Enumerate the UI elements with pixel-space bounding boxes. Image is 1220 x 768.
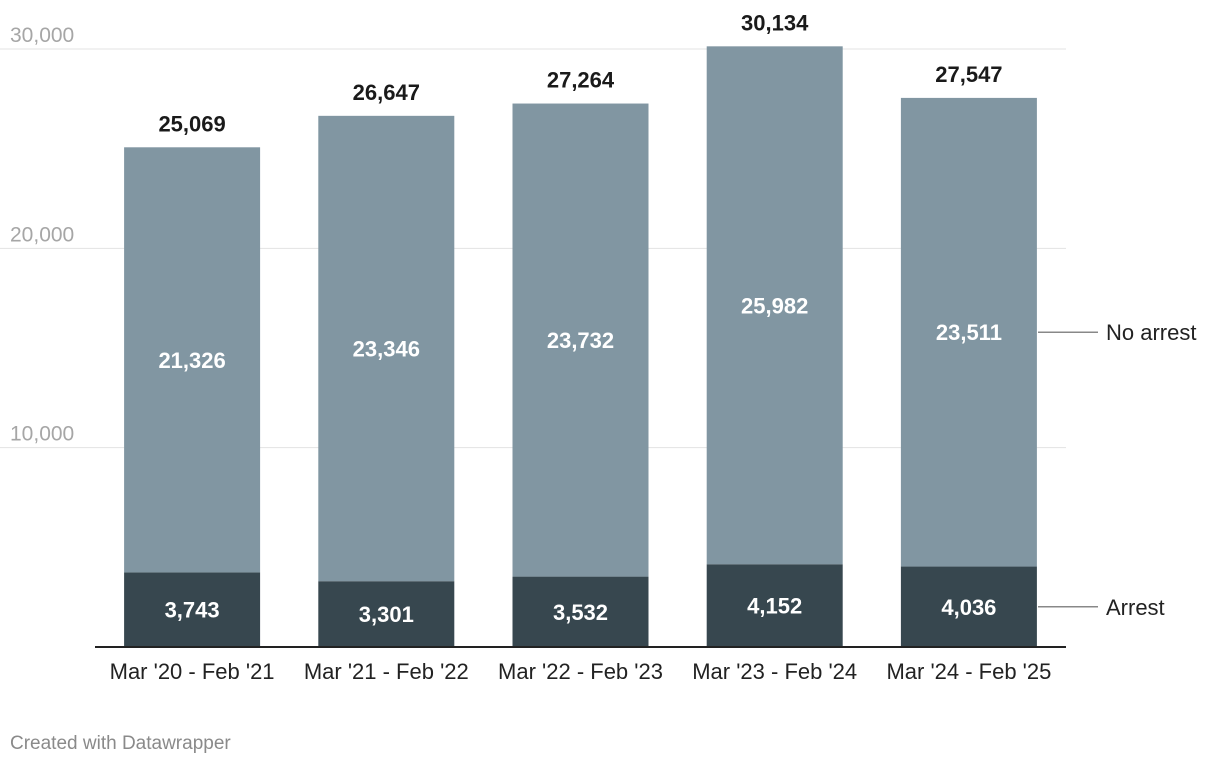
y-axis-tick-labels: 10,000 20,000 30,000 [10, 24, 74, 446]
data-label-no-arrest: 23,346 [353, 337, 420, 362]
series-labels: No arrest Arrest [1038, 320, 1196, 620]
data-label-arrest: 3,532 [553, 600, 608, 625]
data-label-total: 25,069 [158, 111, 225, 136]
data-label-arrest: 3,301 [359, 602, 414, 627]
x-tick-label: Mar '24 - Feb '25 [886, 659, 1051, 684]
bar-no-arrest [124, 147, 261, 573]
data-label-no-arrest: 23,511 [936, 320, 1002, 345]
data-label-total: 26,647 [353, 80, 420, 105]
x-tick-label: Mar '23 - Feb '24 [692, 659, 857, 684]
data-label-no-arrest: 21,326 [158, 348, 225, 373]
x-tick-label: Mar '21 - Feb '22 [304, 659, 469, 684]
data-label-arrest: 4,036 [941, 595, 996, 620]
data-label-total: 27,547 [935, 62, 1002, 87]
x-tick-label: Mar '20 - Feb '21 [110, 659, 275, 684]
y-tick-label: 10,000 [10, 423, 74, 446]
bar-no-arrest [706, 46, 843, 565]
legend-no-arrest: No arrest [1106, 320, 1196, 345]
y-tick-label: 20,000 [10, 223, 74, 246]
bar-no-arrest [900, 97, 1037, 567]
stacked-bar-chart: 10,000 20,000 30,000 3,743 21,326 25,069 3,30… [0, 10, 1196, 684]
data-label-arrest: 4,152 [747, 594, 802, 619]
bars: 3,743 21,326 25,069 3,301 23,346 26,647 3,532 2… [124, 10, 1037, 647]
credit-text: Created with Datawrapper [10, 733, 231, 754]
bar-arrest [706, 564, 843, 647]
bar-arrest [124, 572, 261, 647]
x-tick-label: Mar '22 - Feb '23 [498, 659, 663, 684]
data-label-total: 30,134 [741, 10, 809, 35]
data-label-total: 27,264 [547, 68, 615, 93]
data-label-no-arrest: 25,982 [741, 293, 808, 318]
bar-arrest [900, 566, 1037, 647]
bar-no-arrest [318, 115, 455, 582]
bar-arrest [318, 581, 455, 647]
bar-arrest [512, 576, 649, 647]
x-axis-tick-labels: Mar '20 - Feb '21 Mar '21 - Feb '22 Mar '2… [110, 659, 1052, 684]
legend-arrest: Arrest [1106, 595, 1165, 620]
data-label-no-arrest: 23,732 [547, 328, 614, 353]
bar-no-arrest [512, 103, 649, 577]
y-tick-label: 30,000 [10, 24, 74, 47]
data-label-arrest: 3,743 [165, 598, 220, 623]
